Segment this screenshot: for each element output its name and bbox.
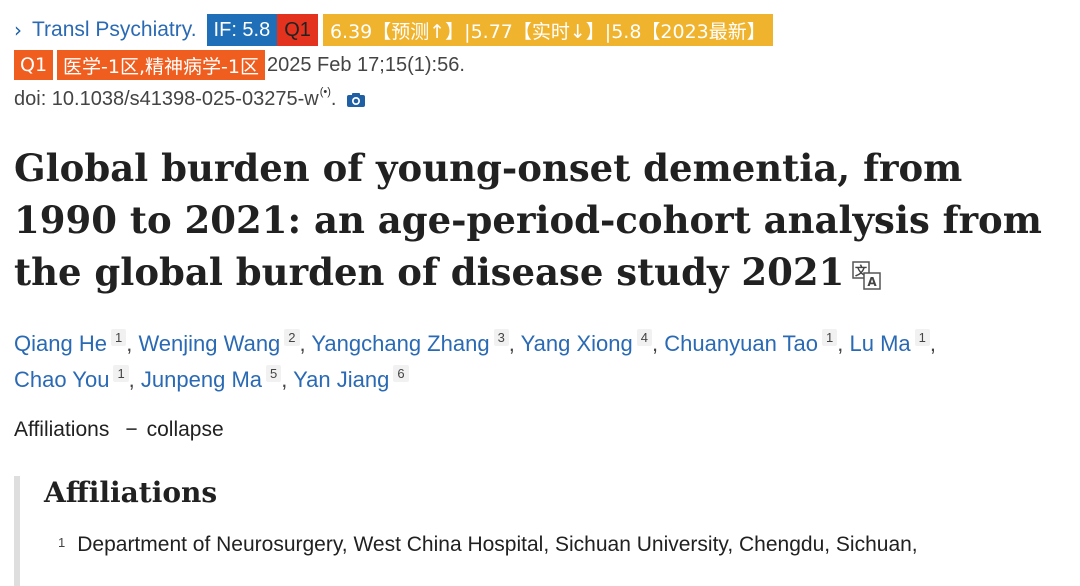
affiliations-heading: Affiliations	[44, 476, 218, 509]
affiliation-item: 1 Department of Neurosurgery, West China …	[58, 533, 918, 557]
chevron-right-icon[interactable]: ›	[14, 18, 22, 42]
author-list: Qiang He 1, Wenjing Wang 2, Yangchang Zhan…	[14, 326, 1064, 398]
camera-icon[interactable]	[346, 92, 366, 108]
author-separator: ,	[929, 331, 936, 356]
author-link[interactable]: Wenjing Wang	[138, 331, 281, 356]
collapse-link[interactable]: collapse	[146, 418, 224, 441]
affiliations-panel: Affiliations 1 Department of Neurosurgery…	[14, 476, 1080, 586]
affiliation-number: 1	[58, 535, 66, 550]
journal-link[interactable]: Transl Psychiatry.	[32, 18, 197, 41]
author-link[interactable]: Lu Ma	[849, 331, 911, 356]
author-link[interactable]: Chao You	[14, 367, 110, 392]
article-page: › Transl Psychiatry. IF: 5.8 Q1 6.39【预测↑…	[14, 14, 1064, 586]
affiliation-marker[interactable]: 1	[113, 365, 129, 382]
doi-text[interactable]: doi: 10.1038/s41398-025-03275-w	[14, 87, 319, 110]
author-separator: ,	[508, 331, 515, 356]
author-separator: ,	[126, 331, 133, 356]
translate-icon[interactable]: 文 A	[852, 260, 882, 291]
affiliation-marker[interactable]: 1	[914, 329, 930, 346]
affiliations-toggle-label: Affiliations	[14, 418, 110, 441]
quartile-badge: Q1	[277, 14, 318, 46]
svg-text:A: A	[868, 275, 878, 289]
article-title-text: Global burden of young-onset dementia, f…	[14, 146, 1042, 294]
author-separator: ,	[128, 367, 135, 392]
journal-line: › Transl Psychiatry. IF: 5.8 Q1 6.39【预测↑…	[14, 14, 773, 46]
affiliation-marker[interactable]: 6	[393, 365, 409, 382]
minus-icon[interactable]: −	[125, 418, 138, 441]
citation-line: Q1 医学-1区,精神病学-1区 2025 Feb 17;15(1):56.	[14, 50, 465, 80]
author-separator: ,	[281, 367, 288, 392]
author-link[interactable]: Yan Jiang	[293, 367, 390, 392]
affiliation-marker[interactable]: 1	[822, 329, 838, 346]
prediction-badge: 6.39【预测↑】|5.77【实时↓】|5.8【2023最新】	[322, 14, 773, 46]
doi-period: .	[330, 87, 337, 110]
affiliation-marker[interactable]: 3	[493, 329, 509, 346]
doi-line: doi: 10.1038/s41398-025-03275-w (•) .	[14, 84, 366, 114]
author-separator: ,	[652, 331, 659, 356]
publication-date: 2025 Feb 17;15(1):56.	[266, 53, 465, 76]
author-separator: ,	[837, 331, 844, 356]
category-badge: 医学-1区,精神病学-1区	[57, 50, 265, 80]
broadcast-icon[interactable]: (•)	[319, 86, 331, 98]
affiliation-marker[interactable]: 4	[636, 329, 653, 346]
author-link[interactable]: Yangchang Zhang	[311, 331, 490, 356]
affiliation-marker[interactable]: 1	[110, 329, 127, 346]
affiliation-marker[interactable]: 2	[284, 329, 300, 346]
author-link[interactable]: Junpeng Ma	[140, 367, 263, 392]
quartile-badge-secondary: Q1	[14, 50, 54, 80]
author-separator: ,	[299, 331, 306, 356]
affiliation-marker[interactable]: 5	[266, 365, 282, 382]
article-title: Global burden of young-onset dementia, f…	[14, 142, 1054, 298]
author-link[interactable]: Qiang He	[14, 331, 107, 356]
author-link[interactable]: Chuanyuan Tao	[664, 331, 818, 356]
author-link[interactable]: Yang Xiong	[520, 331, 633, 356]
affiliation-text: Department of Neurosurgery, West China H…	[77, 533, 918, 556]
impact-factor-badge: IF: 5.8	[206, 14, 278, 46]
affiliations-toggle[interactable]: Affiliations − collapse	[14, 418, 224, 442]
